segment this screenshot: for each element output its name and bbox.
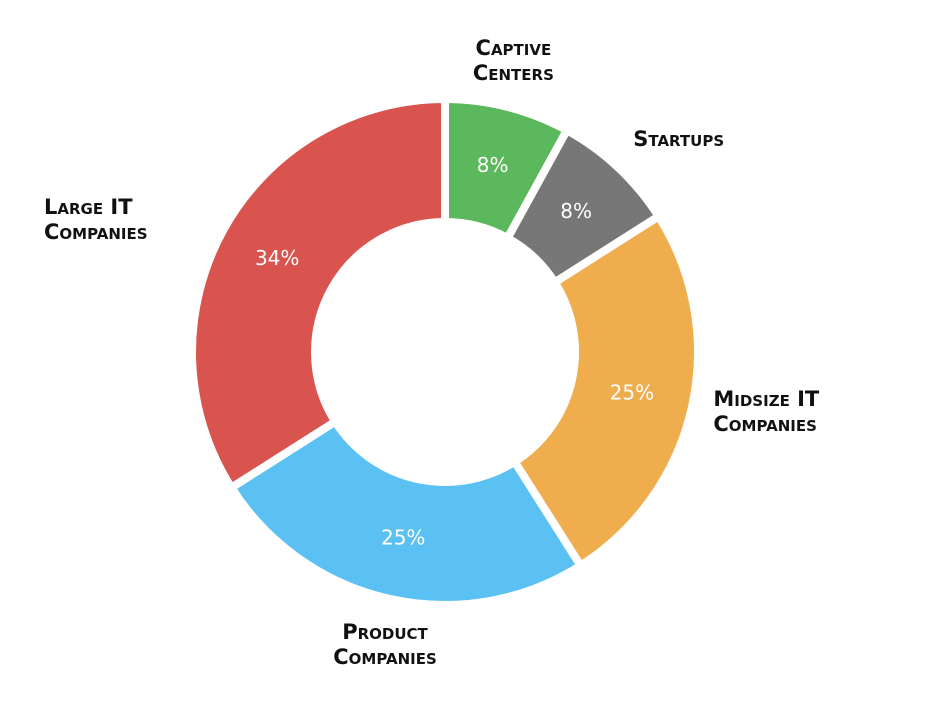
- value-label: 34%: [255, 246, 299, 270]
- category-label: Midsize IT Companies: [713, 386, 820, 436]
- category-label: Product Companies: [333, 620, 437, 670]
- value-label: 25%: [610, 380, 654, 404]
- donut-slice: [225, 416, 587, 609]
- category-label: Startups: [633, 126, 725, 151]
- value-label: 8%: [560, 199, 592, 223]
- value-label: 8%: [477, 153, 509, 177]
- value-label: 25%: [381, 525, 425, 549]
- category-label: Captive Centers: [472, 35, 554, 85]
- donut-slice: [509, 210, 702, 572]
- category-label: Large IT Companies: [44, 194, 148, 244]
- donut-slice: [188, 94, 449, 494]
